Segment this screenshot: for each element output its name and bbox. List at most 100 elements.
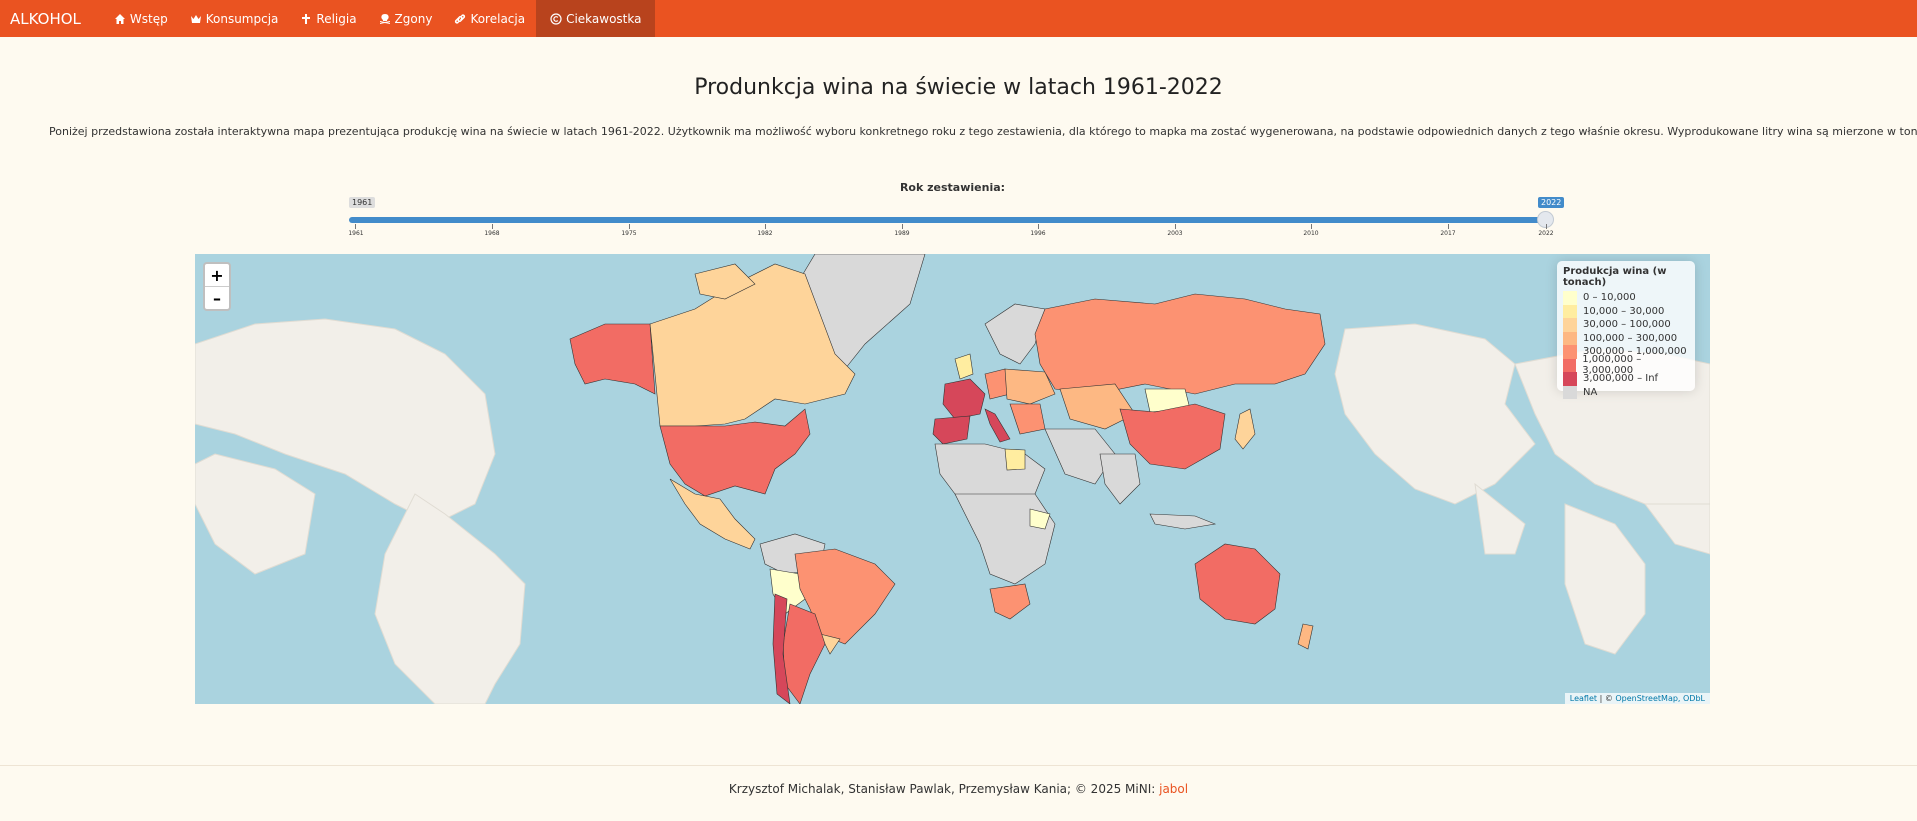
central-asia (1059, 383, 1136, 430)
legend-swatch (1563, 372, 1577, 386)
legend-swatch (1563, 345, 1577, 359)
map-land-layer (195, 254, 1710, 704)
uk (954, 353, 974, 380)
new-zealand (1297, 623, 1314, 650)
slider-tick (1175, 224, 1176, 229)
nav-label: Korelacja (470, 11, 526, 26)
alaska (569, 323, 656, 395)
year-slider-handle[interactable] (1537, 211, 1554, 228)
footer-authors: Krzysztof Michalak, Stanisław Pawlak, Pr… (728, 782, 1160, 796)
zoom-in-button[interactable]: + (210, 265, 224, 285)
attribution-separator: | © (1597, 694, 1616, 703)
basemap-land (195, 453, 316, 575)
slider-tick (765, 224, 766, 229)
legend-label: 100,000 – 300,000 (1583, 332, 1678, 344)
navbar: ALKOHOL Wstęp Konsumpcja Religia Zgony K… (0, 0, 1917, 37)
slider-tick (1311, 224, 1312, 229)
skull-icon (379, 13, 390, 24)
slider-tick-label: 1975 (621, 230, 637, 237)
page-description: Poniżej przedstawiona została interaktyw… (49, 125, 1917, 138)
link-icon (455, 13, 466, 24)
legend-row: 100,000 – 300,000 (1563, 331, 1689, 345)
zoom-out-button[interactable]: – (205, 286, 229, 309)
usa (659, 408, 811, 497)
legend-label: 300,000 – 1,000,000 (1583, 346, 1687, 358)
legend-swatch (1563, 304, 1577, 318)
legend-label: 10,000 – 30,000 (1583, 305, 1665, 317)
nav-item-wstep[interactable]: Wstęp (103, 0, 179, 37)
nav-item-zgony[interactable]: Zgony (368, 0, 444, 37)
basemap-land (195, 318, 496, 525)
legend-row: NA (1563, 385, 1689, 399)
legend-swatch (1563, 318, 1577, 332)
brand-link[interactable]: ALKOHOL (10, 9, 81, 28)
brazil (794, 548, 896, 645)
legend-label: 0 – 10,000 (1583, 292, 1636, 304)
italy (984, 408, 1011, 443)
osm-link[interactable]: OpenStreetMap, ODbL (1615, 694, 1705, 703)
slider-tick-label: 2022 (1538, 230, 1554, 237)
footer-link[interactable]: jabol (1159, 782, 1189, 796)
basemap-land (1334, 323, 1536, 505)
cross-icon (302, 13, 311, 24)
central-africa (954, 493, 1056, 585)
china (1119, 403, 1226, 470)
slider-tick (1448, 224, 1449, 229)
legend-swatch (1563, 291, 1577, 305)
basemap-land (1644, 503, 1710, 555)
sri-lanka-indonesia (1149, 513, 1217, 530)
legend-row: 10,000 – 30,000 (1563, 304, 1689, 318)
japan (1234, 408, 1256, 450)
slider-min-badge: 1961 (349, 197, 376, 208)
slider-tick-label: 2003 (1167, 230, 1183, 237)
legend-label: 1,000,000 – 3,000,000 (1582, 354, 1642, 377)
australia (1194, 543, 1281, 625)
slider-tick (1546, 224, 1547, 229)
slider-tick (355, 224, 356, 229)
basemap-land (1564, 503, 1646, 655)
legend-title: Produkcja wina (w tonach) (1563, 266, 1667, 288)
nav-item-ciekawostka[interactable]: Ciekawostka (536, 0, 656, 37)
russia (1034, 293, 1326, 395)
world-map[interactable]: + – Produkcja wina (w tonach) 0 – 10,000… (195, 254, 1710, 704)
map-legend: Produkcja wina (w tonach) 0 – 10,000 10,… (1557, 261, 1695, 399)
map-attribution: Leaflet | © OpenStreetMap, ODbL (1564, 693, 1710, 704)
nav-item-religia[interactable]: Religia (289, 0, 367, 37)
nav-label: Zgony (394, 11, 433, 26)
slider-value-badge: 2022 (1538, 197, 1565, 208)
zoom-control: + – (203, 262, 231, 311)
slider-tick (1038, 224, 1039, 229)
basemap-land (1474, 482, 1526, 555)
legend-swatch (1563, 358, 1577, 372)
central-europe (1004, 368, 1056, 405)
slider-tick-label: 2017 (1440, 230, 1456, 237)
nav-label: Religia (316, 11, 357, 26)
mexico (669, 478, 756, 550)
canada-islands (694, 263, 756, 300)
legend-swatch (1563, 385, 1577, 399)
legend-row: 1,000,000 – 3,000,000 (1563, 354, 1689, 376)
slider-tick-label: 1989 (894, 230, 910, 237)
legend-row: 0 – 10,000 (1563, 291, 1689, 305)
nav-item-konsumpcja[interactable]: Konsumpcja (179, 0, 290, 37)
nav-item-korelacja[interactable]: Korelacja (443, 0, 536, 37)
slider-tick (629, 224, 630, 229)
nav-label: Wstęp (129, 11, 168, 26)
slider-tick-label: 1968 (484, 230, 500, 237)
legend-row: 3,000,000 – Inf (1563, 372, 1689, 386)
crown-icon (190, 14, 201, 23)
france (942, 378, 986, 420)
legend-row: 30,000 – 100,000 (1563, 318, 1689, 332)
legend-label: 3,000,000 – Inf (1583, 373, 1659, 385)
footer-divider (0, 765, 1917, 766)
year-slider-track[interactable] (349, 217, 1546, 223)
leaflet-link[interactable]: Leaflet (1569, 694, 1598, 703)
nav-label: Ciekawostka (566, 11, 642, 26)
legend-label: NA (1583, 386, 1598, 398)
scandinavia (984, 303, 1046, 365)
slider-tick-label: 2010 (1303, 230, 1319, 237)
ethiopia (1029, 508, 1051, 530)
legend-swatch (1563, 331, 1577, 345)
legend-label: 30,000 – 100,000 (1583, 319, 1671, 331)
chile (772, 593, 791, 704)
